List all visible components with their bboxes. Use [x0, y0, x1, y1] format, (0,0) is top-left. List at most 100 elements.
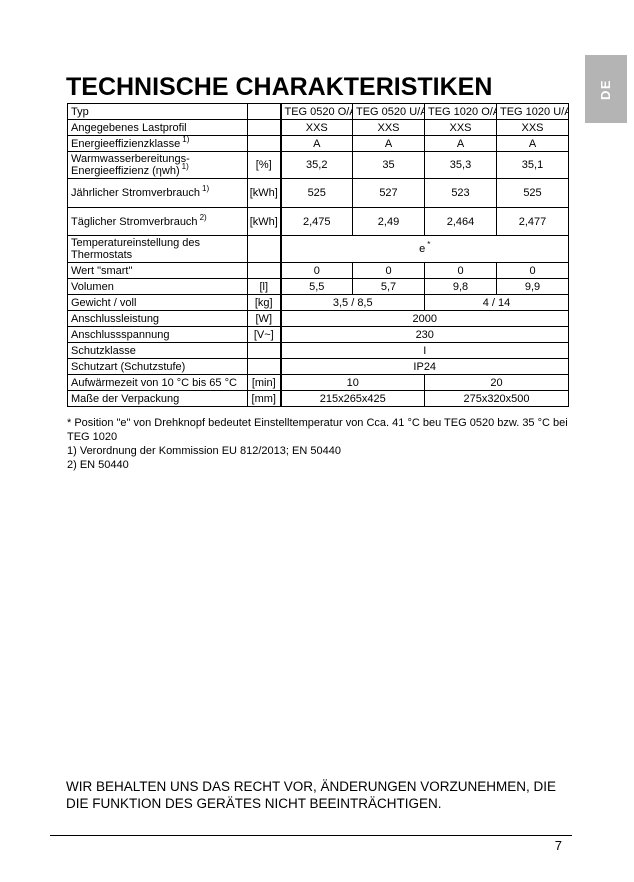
disclaimer-line: WIR BEHALTEN UNS DAS RECHT VOR, ÄNDERUNG… [66, 779, 557, 794]
row-label: Aufwärmezeit von 10 °C bis 65 °C [67, 374, 248, 391]
row-unit: [mm] [247, 390, 282, 407]
cell-value: 4 / 14 [424, 294, 569, 311]
row-label: Gewicht / voll [67, 294, 248, 311]
footnote-line: 1) Verordnung der Kommission EU 812/2013… [67, 445, 341, 457]
cell-value: A [280, 135, 353, 152]
cell-value: 275x320x500 [424, 390, 569, 407]
row-unit [247, 135, 282, 152]
cell-value: A [352, 135, 425, 152]
table-row: Täglicher Stromverbrauch 2) [kWh] 2,475 2… [67, 207, 569, 236]
specs-table: Typ TEG 0520 O/A TEG 0520 U/A TEG 1020 O… [67, 103, 569, 407]
cell-value: 215x265x425 [280, 390, 425, 407]
language-tab-label: DE [598, 78, 614, 100]
cell-value: 10 [280, 374, 425, 391]
cell-value: A [496, 135, 569, 152]
cell-value: XXS [280, 119, 353, 136]
row-unit [247, 262, 282, 279]
disclaimer-line: DIE FUNKTION DES GERÄTES NICHT BEEINTRÄC… [66, 795, 442, 811]
table-row: Angegebenes Lastprofil XXS XXS XXS XXS [67, 119, 569, 136]
cell-value: 0 [424, 262, 497, 279]
cell-value: I [280, 342, 569, 359]
footer-rule [50, 835, 572, 836]
footnote-line: 2) EN 50440 [67, 459, 129, 471]
row-unit: [kWh] [247, 207, 282, 236]
row-unit: [V~] [247, 326, 282, 343]
page-number: 7 [554, 838, 562, 853]
row-label: Wert "smart" [67, 262, 248, 279]
row-unit [247, 358, 282, 375]
row-unit [247, 342, 282, 359]
cell-value: 5,5 [280, 278, 353, 295]
table-row: Temperatureinstellung des Thermostats e * [67, 235, 569, 263]
row-label: Täglicher Stromverbrauch 2) [67, 207, 248, 236]
cell-value: 0 [496, 262, 569, 279]
header-col-1: TEG 0520 O/A [280, 103, 353, 120]
row-label: Anschlussspannung [67, 326, 248, 343]
cell-value: 2,477 [496, 207, 569, 236]
row-label: Jährlicher Stromverbrauch 1) [67, 178, 248, 208]
table-row: Anschlussspannung [V~] 230 [67, 326, 569, 343]
header-col-2: TEG 0520 U/A [352, 103, 425, 120]
row-label: Schutzklasse [67, 342, 248, 359]
cell-value: 525 [280, 178, 353, 208]
cell-value: 9,9 [496, 278, 569, 295]
row-label: Angegebenes Lastprofil [67, 119, 248, 136]
cell-value: 0 [280, 262, 353, 279]
cell-value: 2,49 [352, 207, 425, 236]
header-col-4: TEG 1020 U/A [496, 103, 569, 120]
cell-value: 35,3 [424, 151, 497, 179]
table-row: Energieeffizienzklasse 1) A A A A [67, 135, 569, 152]
cell-value: 35,1 [496, 151, 569, 179]
row-label: Maße der Verpackung [67, 390, 248, 407]
specs-section: Typ TEG 0520 O/A TEG 0520 U/A TEG 1020 O… [67, 103, 569, 472]
table-row: Jährlicher Stromverbrauch 1) [kWh] 525 52… [67, 178, 569, 208]
cell-value: 5,7 [352, 278, 425, 295]
table-row: Anschlussleistung [W] 2000 [67, 310, 569, 327]
row-unit [247, 235, 282, 263]
table-row: Warmwasserbereitungs-Energieeffizienz (η… [67, 151, 569, 179]
cell-value: 2,464 [424, 207, 497, 236]
cell-value: 523 [424, 178, 497, 208]
footnote-line: TEG 1020 [67, 431, 118, 443]
row-unit: [min] [247, 374, 282, 391]
header-unit [247, 103, 282, 120]
cell-value: XXS [496, 119, 569, 136]
cell-value: 527 [352, 178, 425, 208]
row-unit: [l] [247, 278, 282, 295]
table-row: Gewicht / voll [kg] 3,5 / 8,5 4 / 14 [67, 294, 569, 311]
table-row: Schutzklasse I [67, 342, 569, 359]
footnote-line: * Position "e" von Drehknopf bedeutet Ei… [67, 417, 568, 429]
cell-value: A [424, 135, 497, 152]
footnotes: * Position "e" von Drehknopf bedeutet Ei… [67, 416, 568, 472]
row-unit [247, 119, 282, 136]
page-title: TECHNISCHE CHARAKTERISTIKEN [66, 72, 493, 101]
header-col-3: TEG 1020 O/A [424, 103, 497, 120]
cell-value: 35 [352, 151, 425, 179]
row-label: Energieeffizienzklasse 1) [67, 135, 248, 152]
row-label: Volumen [67, 278, 248, 295]
cell-value: XXS [424, 119, 497, 136]
cell-value: IP24 [280, 358, 569, 375]
cell-value: XXS [352, 119, 425, 136]
row-label: Temperatureinstellung des Thermostats [67, 235, 248, 263]
cell-value: 2000 [280, 310, 569, 327]
cell-value: 0 [352, 262, 425, 279]
header-label: Typ [67, 103, 248, 120]
cell-value: 230 [280, 326, 569, 343]
cell-value: 20 [424, 374, 569, 391]
row-label: Schutzart (Schutzstufe) [67, 358, 248, 375]
cell-value: 3,5 / 8,5 [280, 294, 425, 311]
row-label: Warmwasserbereitungs-Energieeffizienz (η… [67, 151, 248, 179]
table-row: Maße der Verpackung [mm] 215x265x425 275… [67, 390, 569, 407]
row-unit: [%] [247, 151, 282, 179]
row-unit: [W] [247, 310, 282, 327]
cell-value: 35,2 [280, 151, 353, 179]
row-unit: [kg] [247, 294, 282, 311]
disclaimer-text: WIR BEHALTEN UNS DAS RECHT VOR, ÄNDERUNG… [66, 779, 578, 812]
cell-value: 9,8 [424, 278, 497, 295]
row-unit: [kWh] [247, 178, 282, 208]
table-row: Volumen [l] 5,5 5,7 9,8 9,9 [67, 278, 569, 295]
cell-value: 2,475 [280, 207, 353, 236]
language-tab-de: DE [585, 55, 627, 123]
